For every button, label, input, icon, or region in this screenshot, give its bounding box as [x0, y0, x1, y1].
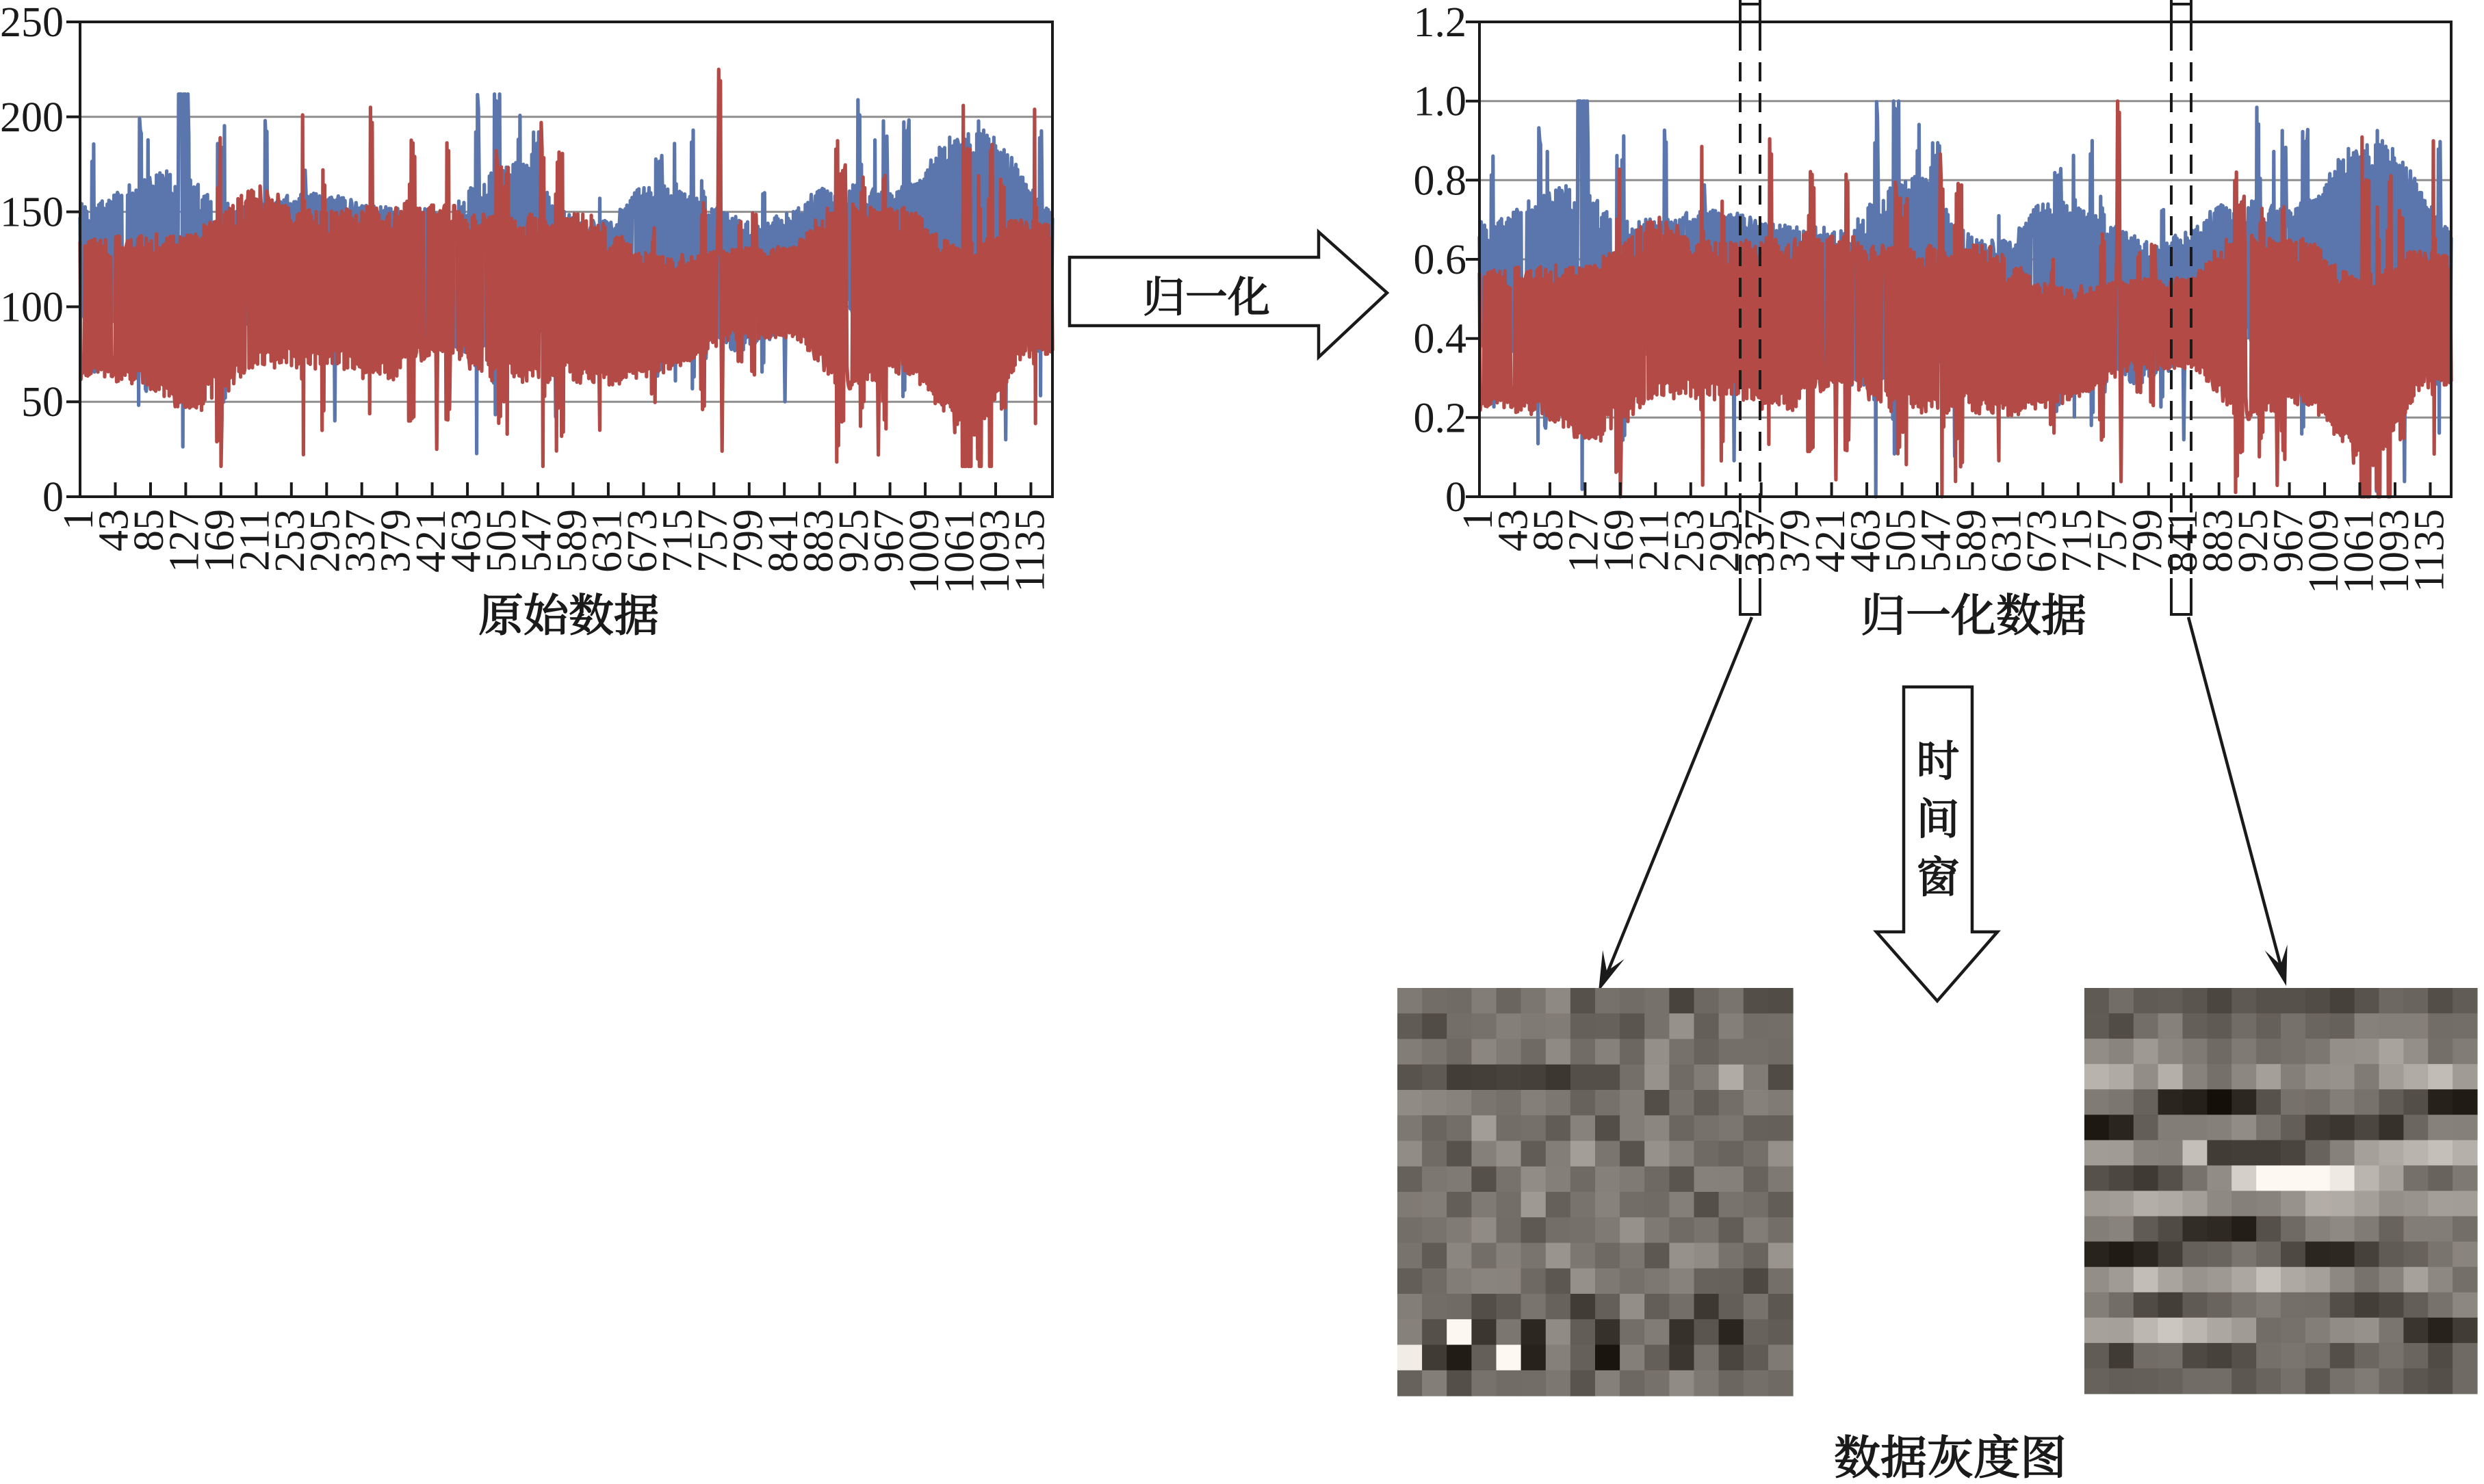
svg-text:43: 43	[1490, 509, 1537, 551]
svg-text:1061: 1061	[2336, 509, 2383, 594]
svg-text:757: 757	[690, 509, 736, 573]
svg-text:150: 150	[0, 190, 64, 236]
svg-text:1135: 1135	[1007, 509, 1054, 593]
svg-text:1: 1	[1455, 509, 1501, 530]
svg-text:1135: 1135	[2407, 509, 2453, 593]
svg-text:211: 211	[1631, 509, 1678, 571]
svg-text:100: 100	[0, 284, 64, 330]
svg-text:1009: 1009	[2301, 509, 2347, 594]
svg-text:253: 253	[1666, 509, 1713, 573]
svg-text:253: 253	[267, 509, 313, 573]
svg-text:1009: 1009	[901, 509, 948, 594]
svg-text:925: 925	[831, 509, 877, 573]
svg-text:967: 967	[866, 509, 913, 573]
svg-text:673: 673	[2019, 509, 2065, 573]
svg-text:547: 547	[1913, 509, 1960, 573]
svg-text:0.2: 0.2	[1414, 395, 1467, 441]
svg-text:1.0: 1.0	[1414, 79, 1467, 125]
svg-text:589: 589	[549, 509, 595, 573]
svg-text:0.8: 0.8	[1414, 157, 1467, 204]
svg-text:715: 715	[655, 509, 701, 573]
svg-text:0: 0	[42, 474, 64, 521]
svg-text:0.6: 0.6	[1414, 237, 1467, 283]
svg-text:421: 421	[408, 509, 454, 573]
svg-text:463: 463	[443, 509, 490, 573]
svg-text:421: 421	[1807, 509, 1854, 573]
svg-text:505: 505	[478, 509, 525, 573]
svg-text:1061: 1061	[937, 509, 983, 594]
svg-text:799: 799	[725, 509, 772, 573]
svg-text:673: 673	[619, 509, 666, 573]
svg-text:0.4: 0.4	[1414, 316, 1467, 363]
svg-text:463: 463	[1843, 509, 1889, 573]
svg-text:715: 715	[2054, 509, 2101, 573]
svg-text:631: 631	[584, 509, 631, 573]
svg-text:799: 799	[2125, 509, 2171, 573]
svg-text:85: 85	[126, 509, 172, 551]
svg-text:43: 43	[91, 509, 138, 551]
svg-text:589: 589	[1948, 509, 1995, 573]
svg-text:127: 127	[161, 509, 208, 573]
svg-text:169: 169	[196, 509, 243, 573]
svg-text:925: 925	[2230, 509, 2277, 573]
svg-text:200: 200	[0, 94, 64, 141]
svg-text:379: 379	[1772, 509, 1819, 573]
svg-text:1093: 1093	[972, 509, 1018, 594]
svg-text:127: 127	[1561, 509, 1607, 573]
svg-text:250: 250	[0, 0, 64, 46]
svg-text:631: 631	[1984, 509, 2030, 573]
svg-text:757: 757	[2089, 509, 2136, 573]
svg-text:0: 0	[1445, 474, 1466, 521]
svg-text:1093: 1093	[2371, 509, 2418, 594]
svg-text:379: 379	[373, 509, 419, 573]
svg-text:841: 841	[2160, 509, 2206, 573]
svg-text:547: 547	[514, 509, 560, 573]
svg-text:883: 883	[2195, 509, 2242, 573]
svg-text:505: 505	[1878, 509, 1924, 573]
svg-text:50: 50	[21, 379, 64, 426]
svg-text:337: 337	[337, 509, 384, 573]
svg-text:169: 169	[1596, 509, 1642, 573]
svg-text:967: 967	[2266, 509, 2312, 573]
svg-text:883: 883	[796, 509, 842, 573]
svg-text:211: 211	[232, 509, 279, 571]
svg-text:85: 85	[1525, 509, 1572, 551]
svg-text:295: 295	[302, 509, 349, 573]
svg-text:1.2: 1.2	[1414, 0, 1467, 46]
svg-text:1: 1	[55, 509, 102, 530]
svg-text:841: 841	[760, 509, 807, 573]
